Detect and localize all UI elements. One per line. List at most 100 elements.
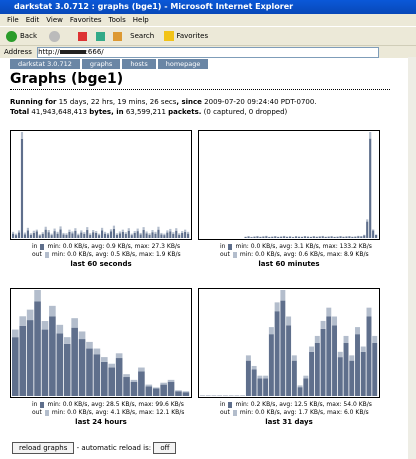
stat-label: in xyxy=(220,401,226,408)
out-bar xyxy=(77,233,80,236)
menu-item[interactable]: View xyxy=(46,16,63,24)
toggle-button[interactable]: off xyxy=(153,442,177,454)
refresh-icon[interactable] xyxy=(95,31,105,41)
in-bar xyxy=(56,333,64,396)
out-bar xyxy=(349,355,355,361)
nav-item[interactable]: darkstat 3.0.712 xyxy=(10,59,80,69)
out-bar xyxy=(145,384,153,387)
in-bar xyxy=(312,236,315,238)
home-icon[interactable] xyxy=(112,31,122,41)
out-bar xyxy=(127,228,130,231)
graph xyxy=(10,130,192,240)
in-bar xyxy=(283,236,286,238)
out-bar xyxy=(68,229,71,232)
out-bar xyxy=(343,335,349,343)
out-bar xyxy=(268,327,274,335)
out-bar xyxy=(337,351,343,358)
out-bar xyxy=(23,232,27,235)
in-bar xyxy=(354,236,357,238)
in-bar xyxy=(50,235,53,238)
out-bar xyxy=(20,132,24,139)
favorites-icon[interactable] xyxy=(164,31,175,41)
nav-item[interactable]: homepage xyxy=(157,59,209,69)
back-icon[interactable] xyxy=(6,30,17,42)
out-bar xyxy=(152,387,160,389)
out-bar xyxy=(303,375,309,379)
forward-icon[interactable] xyxy=(49,30,61,42)
in-bar xyxy=(343,343,349,396)
menu-item[interactable]: Tools xyxy=(108,16,126,24)
out-bar xyxy=(56,324,64,334)
menu-item[interactable]: Favorites xyxy=(69,16,102,24)
out-bar xyxy=(17,230,21,233)
in-bar xyxy=(263,378,269,396)
graph-caption: last 60 minutes xyxy=(258,260,320,268)
search-button[interactable]: Search xyxy=(130,32,155,40)
in-bar xyxy=(106,234,110,238)
out-bar xyxy=(320,320,326,329)
out-bar xyxy=(187,231,190,234)
in-bar xyxy=(101,361,108,396)
address-field[interactable]: http://:666/ xyxy=(37,46,380,58)
out-bar xyxy=(257,375,263,379)
stat-text: min: 0.0 KB/s, avg: 28.5 KB/s, max: 99.6… xyxy=(47,401,184,408)
out-bar xyxy=(32,230,35,233)
in-bar xyxy=(123,377,130,396)
out-bar xyxy=(178,233,181,235)
in-bar xyxy=(280,236,283,238)
value: 63,599,211 xyxy=(125,108,166,116)
out-bar xyxy=(154,231,157,234)
in-bar xyxy=(38,235,41,238)
in-bar xyxy=(112,228,116,238)
menu-item[interactable]: Edit xyxy=(25,16,40,24)
in-bar xyxy=(360,351,366,396)
out-bar xyxy=(53,228,56,232)
in-bar xyxy=(265,236,268,238)
in-bar xyxy=(247,236,250,238)
out-bar xyxy=(372,335,378,343)
in-bar xyxy=(108,367,116,396)
graph-caption: last 31 days xyxy=(265,418,313,426)
nav-item[interactable]: graphs xyxy=(81,59,121,69)
nav-bar: darkstat 3.0.712 graphs hosts homepage xyxy=(10,59,210,69)
in-bar xyxy=(86,348,93,396)
out-bar xyxy=(26,227,29,231)
stop-icon[interactable] xyxy=(78,31,88,41)
heading: Graphs (bge1) xyxy=(10,71,390,90)
out-bar xyxy=(163,233,166,236)
nav-item[interactable]: hosts xyxy=(122,59,156,69)
out-bar xyxy=(124,232,127,235)
in-bar xyxy=(160,234,163,238)
total-line: Total 41,943,648,413 bytes, in 63,599,21… xyxy=(10,108,287,116)
in-bar xyxy=(35,231,38,238)
label: , since xyxy=(176,98,202,106)
in-bar xyxy=(332,325,338,396)
in-bar xyxy=(182,392,190,396)
in-bar xyxy=(86,230,89,238)
in-bar xyxy=(93,354,101,396)
in-bar xyxy=(20,138,24,238)
in-bar xyxy=(339,236,342,238)
menu-item[interactable]: File xyxy=(7,16,19,24)
favorites-button[interactable]: Favorites xyxy=(176,32,209,40)
value: 41,943,648,413 xyxy=(31,108,88,116)
in-bar xyxy=(294,236,298,238)
redaction xyxy=(59,49,86,54)
back-button[interactable]: Back xyxy=(20,32,37,40)
out-bar xyxy=(29,233,32,235)
out-bar xyxy=(38,234,41,236)
in-bar xyxy=(363,235,366,238)
out-bar xyxy=(83,232,86,235)
out-bar xyxy=(133,231,136,233)
value: 15 days, 22 hrs, 19 mins, 26 secs xyxy=(58,98,177,106)
out-bar xyxy=(41,321,49,330)
in-bar xyxy=(336,236,339,238)
toolbar: Back Search Favorites xyxy=(0,26,416,45)
out-bar xyxy=(251,365,257,370)
in-bar xyxy=(257,378,263,396)
out-bar xyxy=(297,385,303,388)
reload-button[interactable]: reload graphs xyxy=(12,442,75,454)
menu-item[interactable]: Help xyxy=(132,16,149,24)
in-bar xyxy=(349,360,355,396)
